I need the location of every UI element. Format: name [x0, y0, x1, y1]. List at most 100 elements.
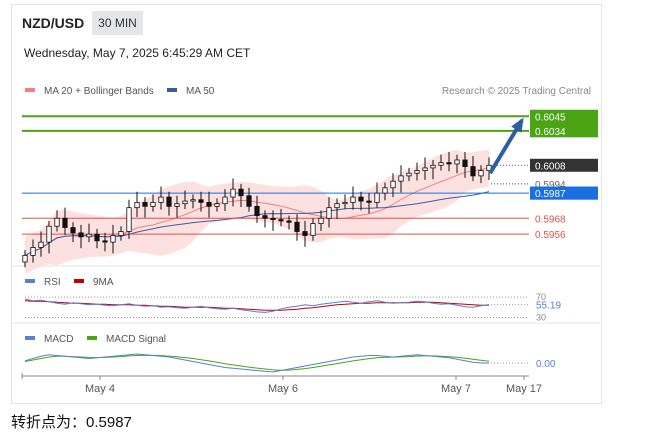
- candle-body: [166, 196, 172, 207]
- legend-bollinger-swatch: [25, 88, 35, 92]
- candle-body: [438, 162, 444, 166]
- candle-body: [86, 233, 92, 238]
- candle-body: [302, 231, 308, 236]
- legend-macd-swatch: [25, 336, 35, 340]
- legend-ma50-swatch: [167, 88, 177, 92]
- candle-body: [342, 201, 348, 205]
- candle-body: [102, 240, 108, 243]
- level-tag-resistance: [530, 124, 598, 138]
- x-axis-tick-label: May 17: [506, 383, 542, 395]
- candle-body: [70, 227, 76, 234]
- current-price-label: 0.6008: [535, 161, 566, 172]
- candle-body: [222, 196, 228, 205]
- legend-9ma-swatch: [74, 279, 84, 283]
- candle-body: [270, 217, 276, 220]
- candle-body: [390, 180, 396, 189]
- candle-body: [78, 232, 84, 238]
- x-axis-tick-label: May 6: [268, 383, 298, 395]
- legend-bollinger-label: MA 20 + Bollinger Bands: [44, 86, 154, 97]
- secondary-price-label: 0.5994: [535, 180, 566, 191]
- candle-body: [294, 221, 300, 232]
- x-axis: May 4 May 6 May 7 May 17: [21, 373, 542, 395]
- candle-body: [150, 201, 156, 207]
- candle-body: [182, 200, 188, 205]
- candle-body: [126, 207, 132, 232]
- pivot-label-overlay: 0.5987: [535, 189, 566, 200]
- rsi-level-label: 70: [536, 292, 546, 302]
- candle-body: [366, 200, 372, 203]
- candle-body: [134, 201, 140, 209]
- candle-body: [334, 203, 340, 209]
- rsi-9ma-line: [24, 300, 489, 311]
- macd-panel: 0.00: [24, 353, 556, 373]
- candle-body: [254, 205, 260, 217]
- rsi-line: [24, 298, 490, 313]
- candle-body: [286, 220, 292, 223]
- legend-macd-signal-swatch: [87, 336, 97, 340]
- candle-body: [478, 170, 484, 177]
- candle-body: [454, 159, 460, 165]
- candle-body: [38, 241, 44, 248]
- macd-zero-label: 0.00: [536, 359, 556, 370]
- candle-body: [422, 167, 428, 171]
- candle-body: [414, 170, 420, 174]
- legend-9ma-label: 9MA: [93, 277, 114, 288]
- candle-body: [54, 217, 60, 227]
- candle-body: [318, 217, 324, 224]
- candle-body: [326, 207, 332, 219]
- chart-datetime: Wednesday, May 7, 2025 6:45:29 AM CET: [24, 46, 251, 60]
- timeframe-badge[interactable]: 30 MIN: [92, 11, 143, 35]
- legend-macd-signal-label: MACD Signal: [106, 334, 166, 345]
- candle-body: [382, 187, 388, 194]
- level-label-support: 0.5968: [535, 214, 566, 225]
- level-label-support: 0.5956: [535, 230, 566, 241]
- candle-body: [30, 247, 36, 256]
- pivot-footer-text: 转折点为：0.5987: [11, 414, 132, 431]
- resistance-tag-joint: [530, 122, 598, 125]
- legend-rsi-label: RSI: [44, 277, 61, 288]
- candle-body: [430, 164, 436, 169]
- level-label-resistance: 0.6034: [535, 127, 566, 138]
- macd-line: [24, 353, 489, 373]
- macd-signal-line: [24, 354, 490, 371]
- level-tag-resistance: [530, 109, 598, 123]
- candle-body: [142, 201, 148, 207]
- candle-body: [446, 162, 452, 165]
- candle-body: [470, 166, 476, 177]
- rsi-current-label: 55.19: [536, 301, 561, 312]
- candle-body: [190, 199, 196, 202]
- candle-body: [206, 201, 212, 207]
- candle-body: [94, 233, 100, 242]
- candle-body: [46, 225, 52, 243]
- candle-body: [198, 199, 204, 203]
- currency-pair-title: NZD/USD: [22, 15, 85, 31]
- x-axis-tick-label: May 7: [441, 383, 471, 395]
- forecast-arrow-head: [511, 117, 524, 133]
- level-label-resistance: 0.6045: [535, 112, 566, 123]
- candle-body: [462, 159, 468, 168]
- legend-macd-label: MACD: [44, 334, 73, 345]
- candle-body: [406, 172, 412, 177]
- candle-body: [110, 235, 116, 243]
- candle-body: [398, 175, 404, 182]
- candle-body: [238, 188, 244, 197]
- candle-body: [158, 196, 164, 203]
- candle-body: [358, 196, 364, 202]
- candle-body: [262, 215, 268, 219]
- legend-rsi-swatch: [25, 279, 35, 283]
- legend-ma50-label: MA 50: [186, 86, 215, 97]
- candle-body: [278, 219, 284, 222]
- price-panel: 0.6045 0.6034 0.5987 0.5968 0.5956 0.6008 0.59…: [22, 109, 598, 274]
- credit-text: Research © 2025 Trading Central: [442, 86, 591, 97]
- current-price-tag: [530, 158, 598, 172]
- candle-body: [230, 188, 236, 198]
- candle-body: [310, 223, 316, 236]
- candle-body: [174, 203, 180, 207]
- x-axis-tick-label: May 4: [85, 383, 115, 395]
- candle-body: [62, 217, 68, 228]
- candle-body: [246, 195, 252, 207]
- pivot-tag-overlay: [530, 186, 598, 200]
- candle-body: [118, 231, 124, 236]
